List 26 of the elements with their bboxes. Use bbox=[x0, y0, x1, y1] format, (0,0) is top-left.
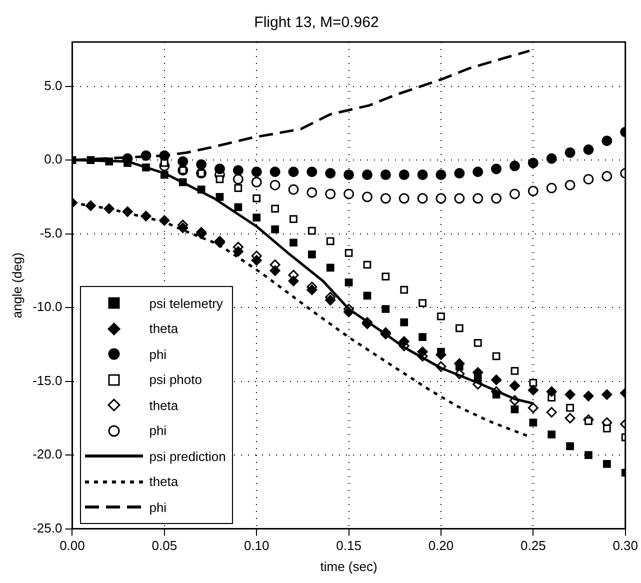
y-tick-label: -5.0 bbox=[40, 225, 62, 240]
legend-label: phi bbox=[149, 423, 167, 438]
legend-label: phi bbox=[149, 500, 167, 515]
chart-title: Flight 13, M=0.962 bbox=[254, 14, 379, 32]
legend-label: theta bbox=[149, 398, 178, 413]
x-tick-label: 0.30 bbox=[612, 538, 638, 554]
y-tick-label: -25.0 bbox=[32, 520, 62, 536]
x-tick-label: 0.05 bbox=[152, 538, 178, 554]
y-tick-label: -20.0 bbox=[32, 446, 62, 462]
y-tick-label: 5.0 bbox=[44, 78, 62, 93]
x-tick-label: 0.25 bbox=[520, 538, 546, 554]
legend-label: theta bbox=[149, 321, 178, 336]
y-tick-label: -10.0 bbox=[32, 299, 62, 314]
legend-label: psi photo bbox=[149, 372, 202, 388]
x-tick-label: 0.20 bbox=[428, 538, 454, 554]
x-tick-label: 0.15 bbox=[336, 538, 362, 554]
legend-label: phi bbox=[149, 346, 167, 362]
x-tick-label: 0.00 bbox=[60, 538, 85, 554]
legend-label: theta bbox=[149, 474, 178, 490]
legend-label: psi telemetry bbox=[149, 296, 223, 311]
y-axis-title: angle (deg) bbox=[9, 252, 24, 318]
x-tick-label: 0.10 bbox=[244, 538, 270, 554]
legend-label: psi prediction bbox=[149, 448, 226, 464]
y-tick-label: -15.0 bbox=[32, 372, 62, 388]
x-axis-title: time (sec) bbox=[320, 558, 378, 574]
y-tick-label: 0.0 bbox=[44, 152, 62, 167]
